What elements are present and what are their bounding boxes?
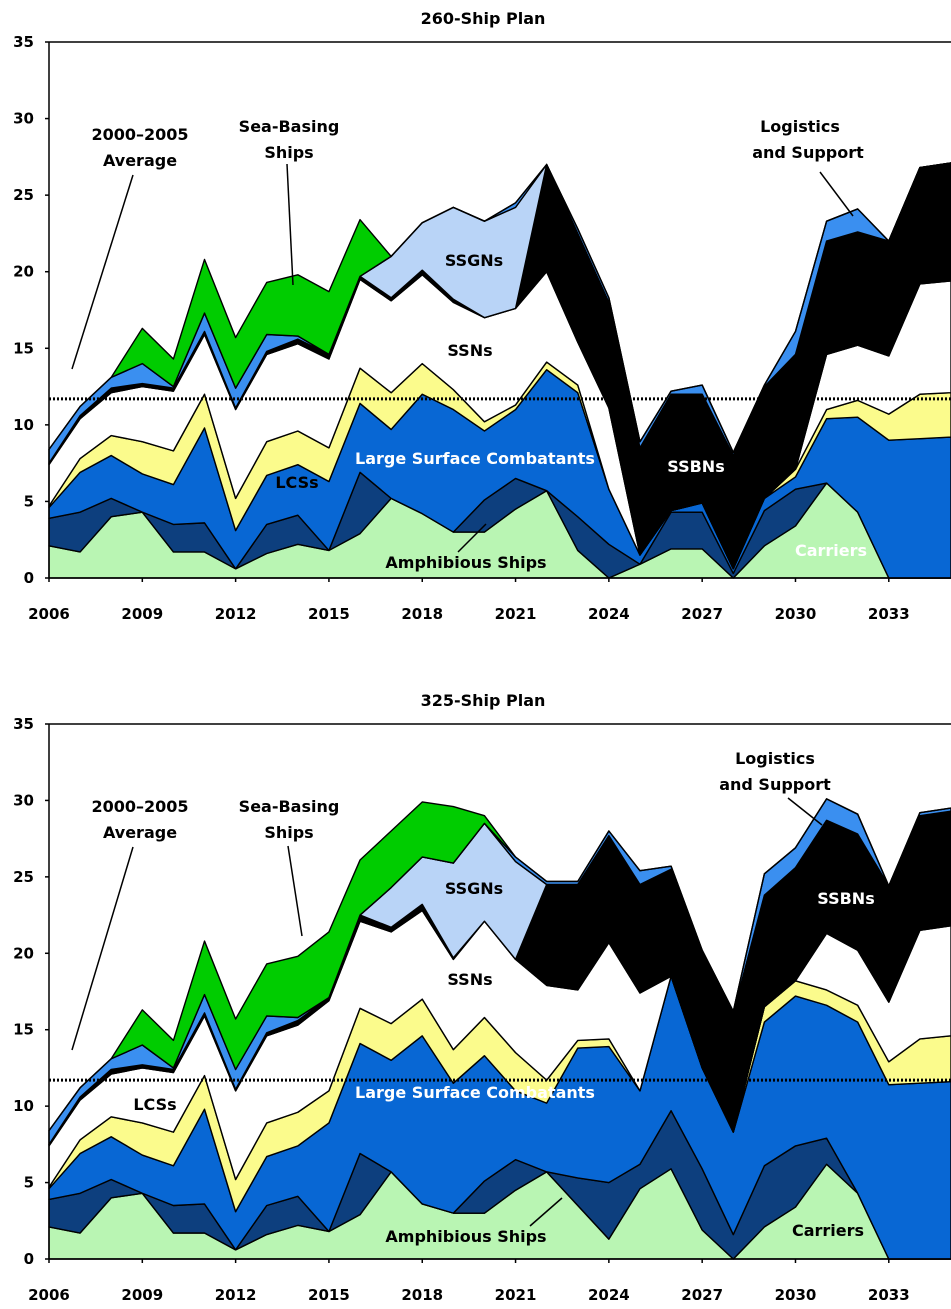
seabasing-pointer	[287, 845, 303, 937]
annotation-ssn: SSNs	[447, 970, 492, 989]
annotation-amphibious: Amphibious Ships	[385, 1227, 546, 1246]
x-tick-label: 2018	[401, 1286, 443, 1304]
x-tick-label: 2030	[775, 1286, 817, 1304]
x-tick-label: 2024	[588, 605, 630, 623]
chart-panel-260: 260-Ship Plan 0 5 10 15 20 25 30 35 2006 2009 201…	[13, 9, 951, 623]
annotation-average-line2: Average	[103, 151, 177, 170]
y-tick-label: 25	[13, 868, 34, 886]
y-tick-labels: 0 5 10 15 20 25 30 35	[13, 33, 49, 587]
y-tick-label: 5	[24, 1174, 34, 1192]
y-tick-label: 25	[13, 186, 34, 204]
annotation-ssbn: SSBNs	[817, 889, 874, 908]
annotation-ssgn: SSGNs	[445, 251, 503, 270]
x-tick-label: 2033	[868, 1286, 910, 1304]
annotation-lcs: LCSs	[275, 473, 318, 492]
x-tick-label: 2009	[121, 1286, 163, 1304]
logistics-pointer	[787, 797, 823, 826]
x-tick-label: 2015	[308, 1286, 350, 1304]
area-seabasing	[48, 162, 951, 454]
x-tick-label: 2009	[121, 605, 163, 623]
x-tick-label: 2027	[681, 605, 723, 623]
x-tick-labels: 2006 2009 2012 2015 2018 2021 2024 2027 2030 2033	[28, 1259, 910, 1304]
annotation-ssgn: SSGNs	[445, 879, 503, 898]
y-tick-labels: 0 5 10 15 20 25 30 35	[13, 715, 49, 1268]
area-seabasing	[48, 798, 951, 1132]
amphibious-pointer	[457, 523, 487, 553]
annotation-logistics-line1: Logistics	[760, 117, 840, 136]
axes	[48, 723, 951, 1260]
annotation-logistics-line1: Logistics	[735, 749, 815, 768]
y-tick-label: 35	[13, 715, 34, 733]
annotation-average-line1: 2000–2005	[91, 125, 188, 144]
annotation-ssbn: SSBNs	[667, 457, 724, 476]
y-tick-label: 5	[24, 492, 34, 510]
annotation-carriers: Carriers	[795, 541, 867, 560]
area-layers	[48, 798, 951, 1260]
x-tick-label: 2012	[215, 1286, 257, 1304]
annotation-seabasing-line1: Sea-Basing	[239, 797, 340, 816]
annotation-logistics-line2: and Support	[719, 775, 831, 794]
y-tick-label: 10	[13, 1097, 34, 1115]
y-tick-label: 10	[13, 416, 34, 434]
annotation-average-line2: Average	[103, 823, 177, 842]
x-tick-label: 2006	[28, 1286, 70, 1304]
y-tick-label: 35	[13, 33, 34, 51]
x-tick-label: 2018	[401, 605, 443, 623]
annotation-large-surface: Large Surface Combatants	[355, 1083, 595, 1102]
x-tick-label: 2012	[215, 605, 257, 623]
annotation-carriers: Carriers	[792, 1221, 864, 1240]
annotation-logistics-line2: and Support	[752, 143, 864, 162]
y-tick-label: 0	[24, 569, 34, 587]
logistics-pointer	[819, 171, 854, 217]
y-tick-label: 15	[13, 1021, 34, 1039]
annotation-lcs: LCSs	[133, 1095, 176, 1114]
seabasing-pointer	[286, 163, 294, 286]
annotation-amphibious: Amphibious Ships	[385, 553, 546, 572]
annotation-seabasing-line2: Ships	[264, 823, 313, 842]
x-tick-label: 2021	[495, 605, 537, 623]
y-tick-label: 0	[24, 1250, 34, 1268]
x-tick-label: 2030	[775, 605, 817, 623]
axes	[48, 41, 951, 579]
y-tick-label: 30	[13, 791, 34, 809]
x-tick-label: 2015	[308, 605, 350, 623]
x-tick-label: 2024	[588, 1286, 630, 1304]
chart-title: 260-Ship Plan	[421, 9, 546, 28]
y-tick-label: 15	[13, 339, 34, 357]
average-pointer	[71, 846, 134, 1051]
annotation-average-line1: 2000–2005	[91, 797, 188, 816]
y-tick-label: 30	[13, 110, 34, 128]
x-tick-label: 2033	[868, 605, 910, 623]
x-tick-label: 2027	[681, 1286, 723, 1304]
area-layers	[48, 162, 951, 579]
chart-title: 325-Ship Plan	[421, 691, 546, 710]
annotation-ssn: SSNs	[447, 341, 492, 360]
y-tick-label: 20	[13, 263, 34, 281]
y-tick-label: 20	[13, 944, 34, 962]
average-pointer	[71, 174, 134, 370]
annotation-seabasing-line2: Ships	[264, 143, 313, 162]
annotation-large-surface: Large Surface Combatants	[355, 449, 595, 468]
chart-panel-325: 325-Ship Plan 0 5 10 15 20 25 30 35 2006 2009 201…	[13, 691, 951, 1304]
x-tick-label: 2021	[495, 1286, 537, 1304]
annotation-seabasing-line1: Sea-Basing	[239, 117, 340, 136]
x-tick-label: 2006	[28, 605, 70, 623]
x-tick-labels: 2006 2009 2012 2015 2018 2021 2024 2027 2030 2033	[28, 578, 910, 623]
amphibious-pointer	[529, 1197, 563, 1227]
